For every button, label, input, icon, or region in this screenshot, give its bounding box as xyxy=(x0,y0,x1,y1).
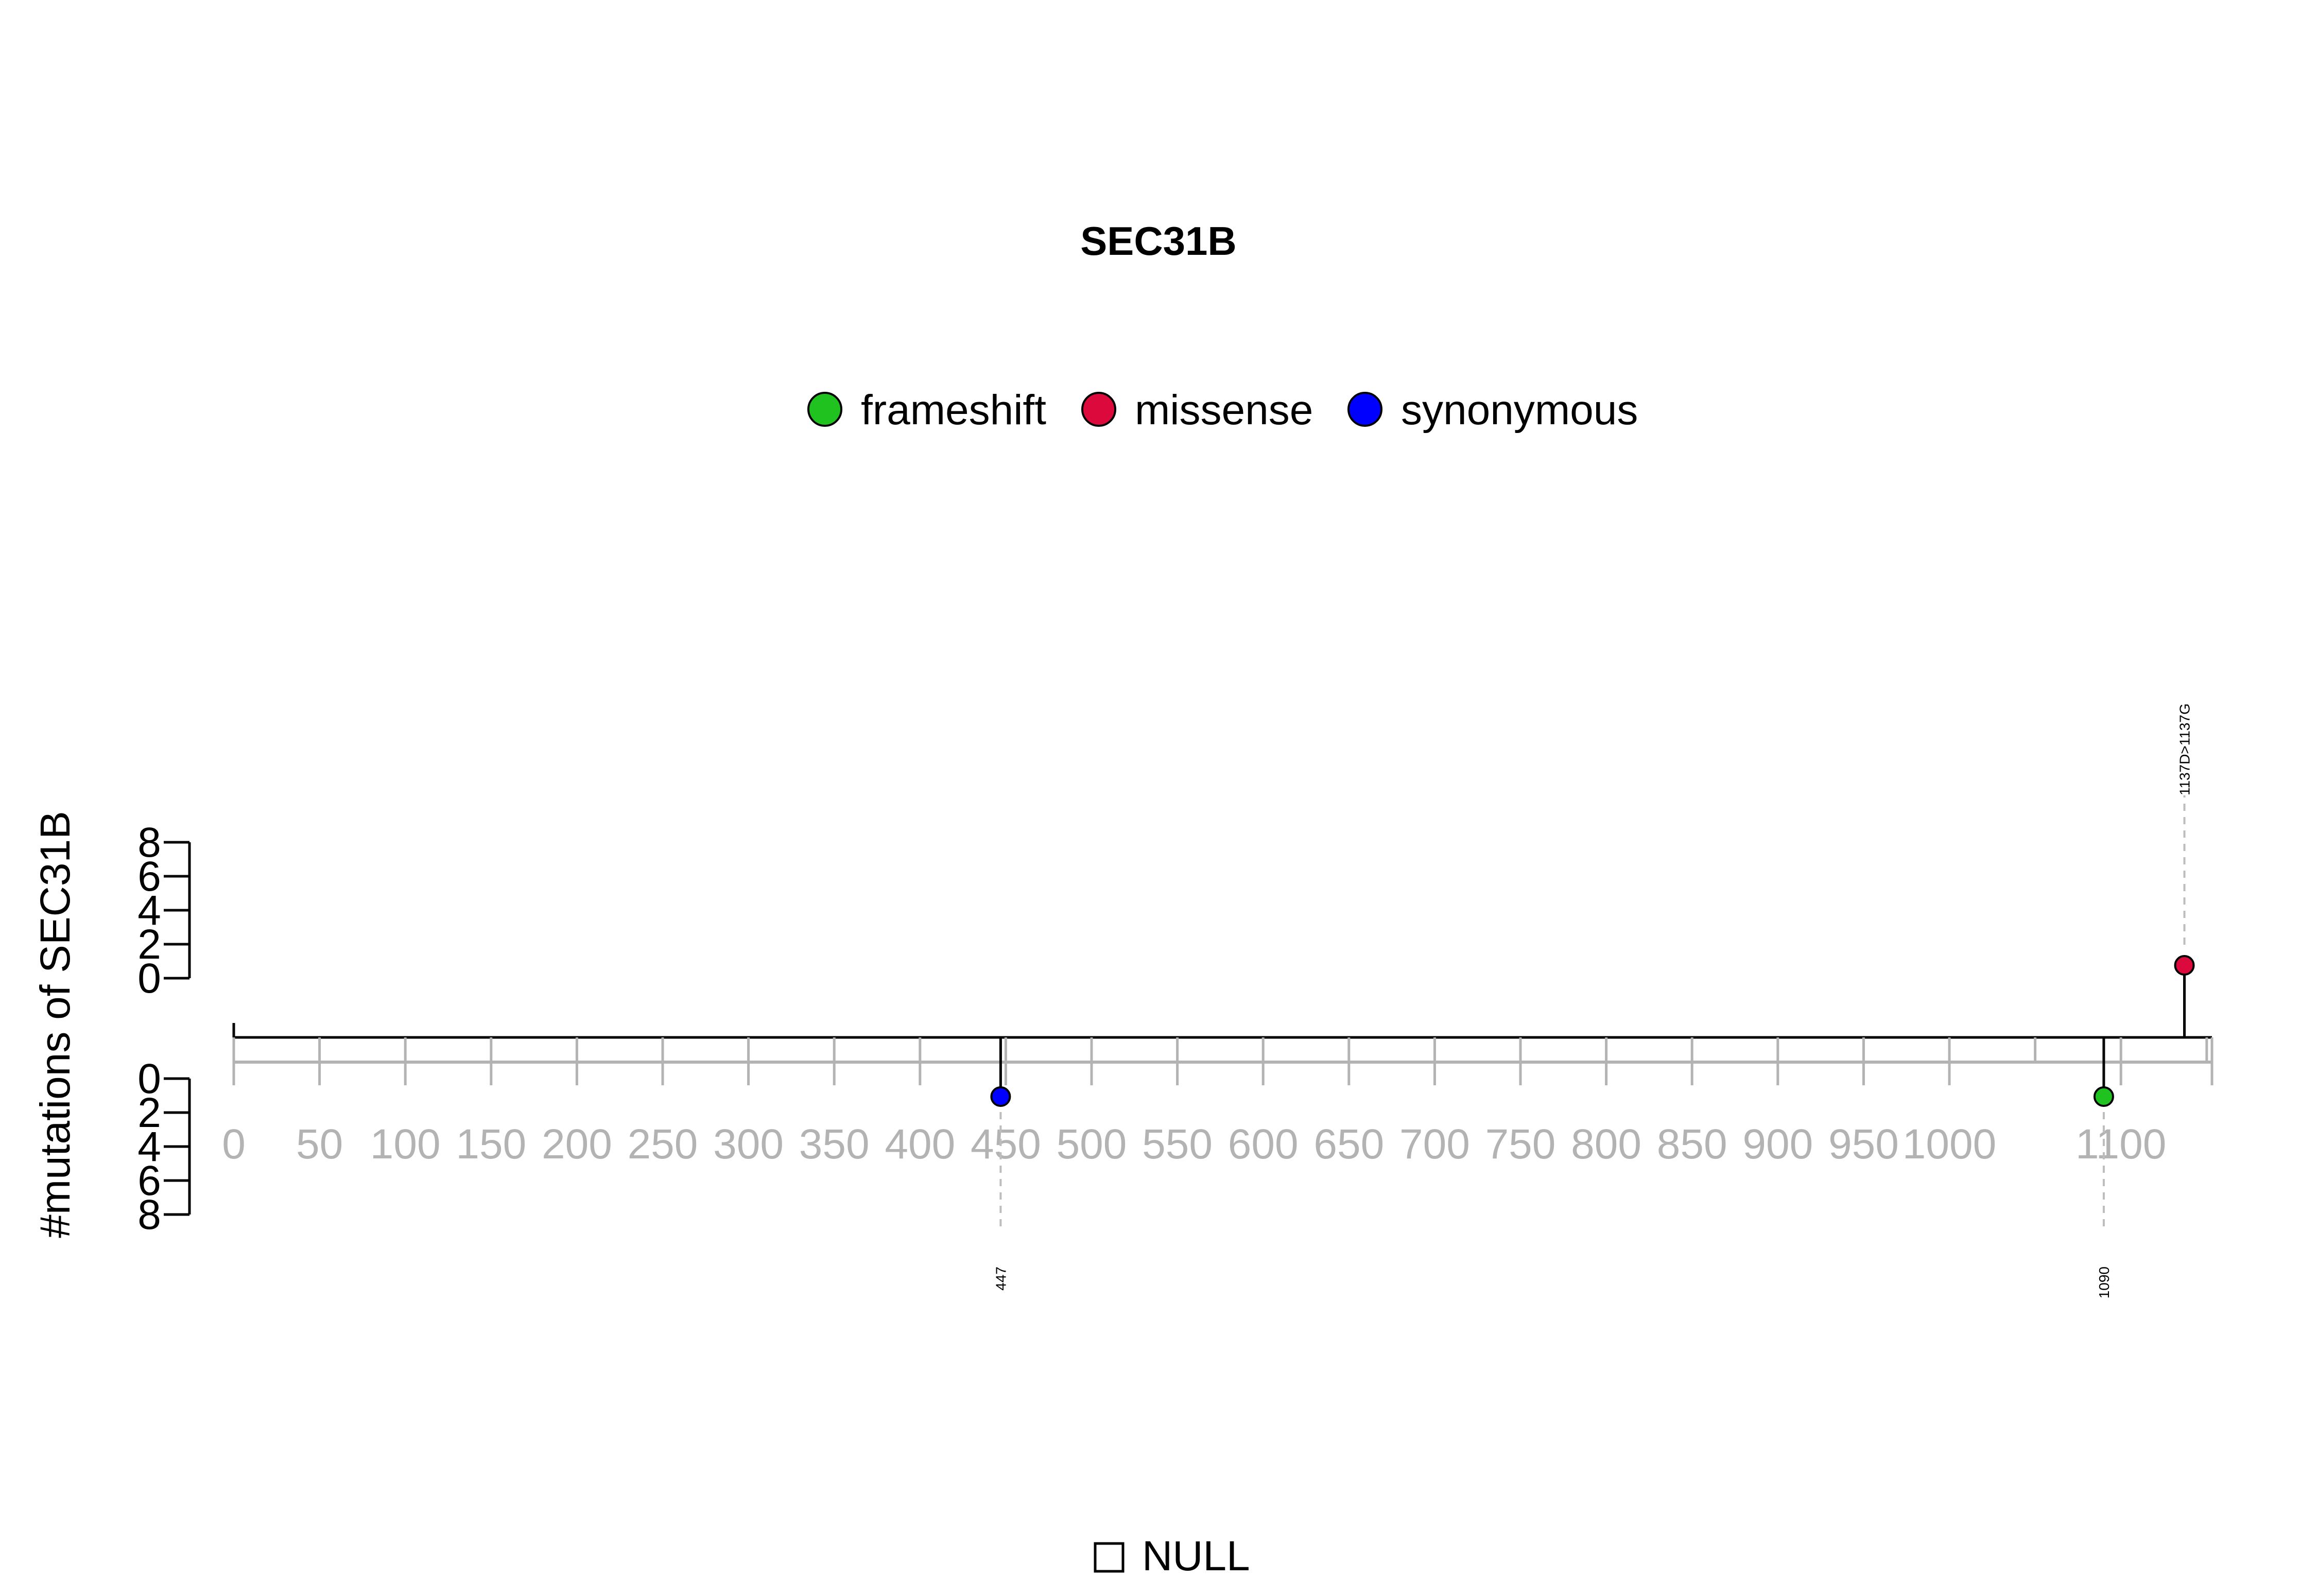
legend: frameshift missense synonymous xyxy=(807,387,1638,433)
mutation-point-missense xyxy=(2174,955,2195,976)
x-tick-label: 800 xyxy=(1571,1121,1641,1168)
y-tick-label-bottom: 6 xyxy=(137,1157,161,1204)
mutation-label: 1090 xyxy=(2096,1267,2112,1298)
legend-marker-frameshift xyxy=(807,392,842,427)
open-square-icon xyxy=(1094,1542,1125,1573)
y-tick-label-top: 0 xyxy=(137,955,161,1002)
y-tick-label-bottom: 4 xyxy=(137,1123,161,1170)
y-tick-label-bottom: 8 xyxy=(137,1191,161,1238)
y-tick-label-bottom: 0 xyxy=(137,1055,161,1102)
y-tick-label-top: 6 xyxy=(137,853,161,900)
y-axis-label: #mutations of SEC31B xyxy=(32,811,79,1238)
x-tick-label: 450 xyxy=(971,1121,1041,1168)
x-tick-label: 500 xyxy=(1057,1121,1127,1168)
legend-label-frameshift: frameshift xyxy=(861,387,1046,433)
mutation-point-frameshift xyxy=(2093,1086,2114,1107)
legend-label-synonymous: synonymous xyxy=(1401,387,1638,433)
x-tick-label: 50 xyxy=(296,1121,343,1168)
x-tick-label: 0 xyxy=(222,1121,246,1168)
chart-title: SEC31B xyxy=(1080,218,1236,264)
mutation-lollipops: 447 1090 1137D>1137G xyxy=(990,703,2195,1298)
x-tick-label: 1000 xyxy=(1903,1121,1996,1168)
mutation-point-synonymous xyxy=(990,1086,1011,1107)
x-tick-label: 950 xyxy=(1828,1121,1899,1168)
x-tick-label: 1100 xyxy=(2076,1121,2166,1168)
bottom-legend-label: NULL xyxy=(1142,1533,1250,1580)
x-tick-label: 350 xyxy=(799,1121,870,1168)
bottom-legend: NULL xyxy=(1094,1533,1250,1580)
x-tick-label: 750 xyxy=(1485,1121,1556,1168)
x-tick-label: 700 xyxy=(1399,1121,1470,1168)
mutation-label: 1137D>1137G xyxy=(2176,703,2192,795)
x-tick-label: 550 xyxy=(1142,1121,1213,1168)
x-tick-label: 850 xyxy=(1657,1121,1727,1168)
x-tick-label: 650 xyxy=(1313,1121,1384,1168)
legend-label-missense: missense xyxy=(1135,387,1313,433)
x-tick-label: 900 xyxy=(1742,1121,1813,1168)
x-tick-label: 300 xyxy=(713,1121,784,1168)
y-tick-label-top: 4 xyxy=(137,887,161,934)
x-tick-label: 600 xyxy=(1228,1121,1299,1168)
y-tick-label-top: 8 xyxy=(137,819,161,866)
x-tick-label: 100 xyxy=(370,1121,441,1168)
x-tick-label: 200 xyxy=(542,1121,612,1168)
x-tick-label: 150 xyxy=(456,1121,526,1168)
protein-backbone xyxy=(232,1023,2212,1052)
y-tick-label-bottom: 2 xyxy=(137,1089,161,1136)
x-tick-label: 250 xyxy=(628,1121,698,1168)
legend-marker-missense xyxy=(1081,392,1116,427)
x-axis: 0 50 100 150 200 250 300 350 400 450 500 550 600 650 7… xyxy=(222,1037,2214,1168)
legend-marker-synonymous xyxy=(1347,392,1382,427)
x-tick-label: 400 xyxy=(885,1121,955,1168)
mutation-label: 447 xyxy=(993,1267,1009,1291)
y-tick-label-top: 2 xyxy=(137,921,161,968)
